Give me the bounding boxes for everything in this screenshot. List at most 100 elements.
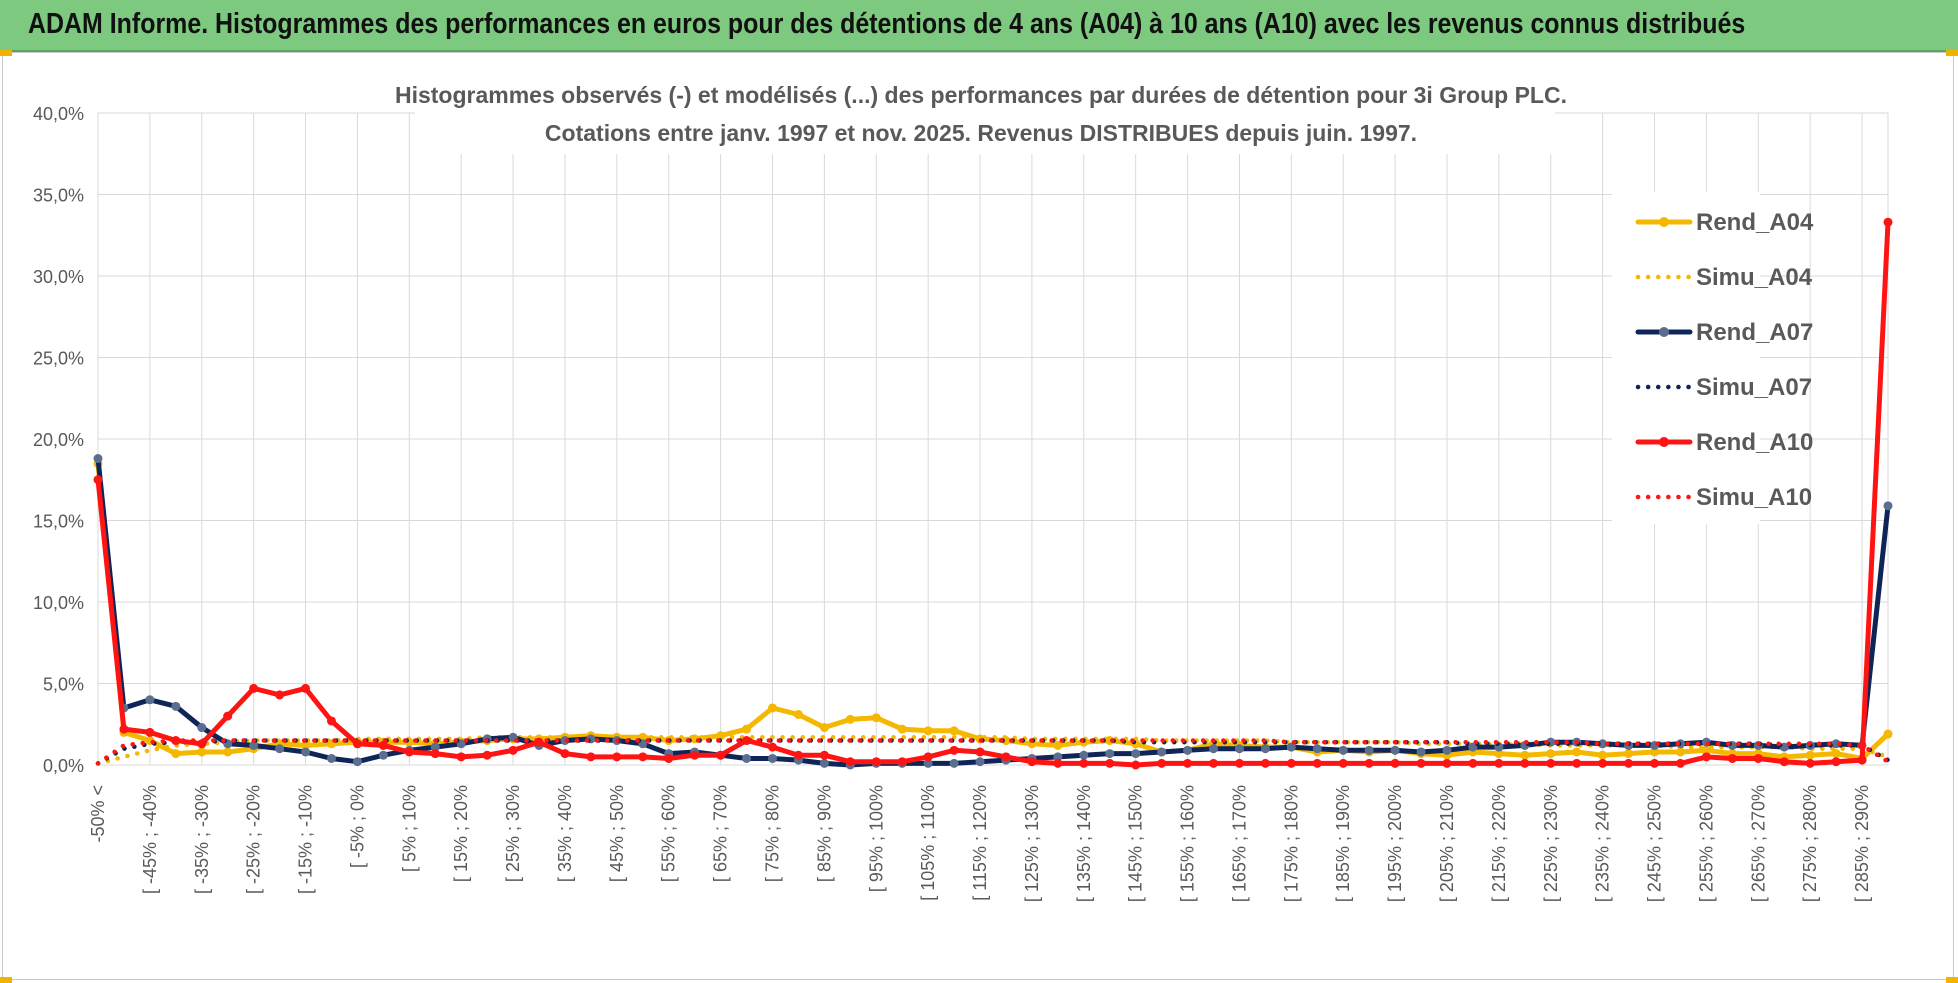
- data-point: [767, 703, 777, 713]
- data-point: [326, 753, 336, 763]
- data-point: [119, 724, 129, 734]
- data-point: [1675, 747, 1685, 757]
- data-point: [249, 740, 259, 750]
- data-point: [1727, 753, 1737, 763]
- data-point: [1572, 758, 1582, 768]
- data-point: [871, 757, 881, 767]
- y-tick-label: 35,0%: [33, 186, 84, 206]
- data-point: [1209, 744, 1219, 754]
- x-tick-label: [ 5% ; 10%: [399, 785, 419, 872]
- page-title: ADAM Informe. Histogrammes des performan…: [28, 8, 1746, 40]
- data-point: [1520, 750, 1530, 760]
- legend-marker: [1659, 217, 1669, 227]
- x-tick-label: [ 55% ; 60%: [659, 785, 679, 882]
- data-point: [1105, 749, 1115, 759]
- data-point: [1183, 758, 1193, 768]
- data-point: [1805, 758, 1815, 768]
- data-point: [1442, 745, 1452, 755]
- data-point: [1805, 750, 1815, 760]
- data-point: [819, 750, 829, 760]
- data-point: [560, 749, 570, 759]
- data-point: [1650, 747, 1660, 757]
- legend-label-Simu_A04: Simu_A04: [1696, 264, 1813, 291]
- data-point: [1546, 758, 1556, 768]
- data-point: [1079, 758, 1089, 768]
- data-point: [975, 757, 985, 767]
- data-point: [378, 740, 388, 750]
- data-point: [1338, 745, 1348, 755]
- data-point: [93, 475, 103, 485]
- x-tick-label: [ 245% ; 250%: [1645, 785, 1665, 902]
- x-tick-label: [ -35% ; -30%: [192, 785, 212, 894]
- data-point: [923, 758, 933, 768]
- data-point: [1053, 740, 1063, 750]
- data-point: [1312, 758, 1322, 768]
- series-line-Simu_A10: [95, 738, 1891, 766]
- x-tick-label: [ 145% ; 150%: [1126, 785, 1146, 902]
- corner-mark: [1946, 50, 1958, 56]
- data-point: [171, 749, 181, 759]
- x-tick-label: [ 45% ; 50%: [607, 785, 627, 882]
- x-tick-label: [ -5% ; 0%: [347, 785, 367, 868]
- data-point: [326, 716, 336, 726]
- x-tick-label: [ 235% ; 240%: [1593, 785, 1613, 902]
- data-point: [301, 747, 311, 757]
- x-tick-label: [ 185% ; 190%: [1333, 785, 1353, 902]
- data-point: [1416, 758, 1426, 768]
- x-tick-label: [ 215% ; 220%: [1489, 785, 1509, 902]
- header-banner: ADAM Informe. Histogrammes des performan…: [0, 0, 1958, 52]
- data-point: [1157, 758, 1167, 768]
- x-tick-label: [ 95% ; 100%: [866, 785, 886, 892]
- y-tick-label: 30,0%: [33, 267, 84, 287]
- data-point: [1572, 747, 1582, 757]
- series-line-Rend_A10: [95, 219, 1891, 768]
- data-point: [508, 745, 518, 755]
- x-axis: -50% < [ -45% ; -40% [ -35% ; -30% [ -25% ;…: [88, 785, 1872, 902]
- legend-label-Simu_A10: Simu_A10: [1696, 484, 1812, 511]
- x-tick-label: [ 115% ; 120%: [970, 785, 990, 901]
- x-tick-label: [ 255% ; 260%: [1696, 785, 1716, 902]
- x-tick-label: [ 75% ; 80%: [762, 785, 782, 882]
- data-point: [1883, 729, 1893, 739]
- legend: Rend_A04 Simu_A04 Rend_A07 Simu_A07 Rend_A10…: [1635, 209, 1814, 511]
- legend-label-Rend_A07: Rend_A07: [1696, 319, 1813, 346]
- x-tick-label: [ 155% ; 160%: [1178, 785, 1198, 902]
- data-point: [1598, 750, 1608, 760]
- data-point: [404, 747, 414, 757]
- chart-frame: [2, 52, 1954, 980]
- data-point: [1883, 501, 1893, 511]
- y-tick-label: 15,0%: [33, 512, 84, 532]
- data-point: [949, 726, 959, 736]
- data-point: [1494, 758, 1504, 768]
- data-point: [819, 758, 829, 768]
- data-point: [612, 752, 622, 762]
- data-point: [145, 695, 155, 705]
- x-tick-label: [ 165% ; 170%: [1229, 785, 1249, 902]
- legend-marker: [1659, 327, 1669, 337]
- y-tick-label: 20,0%: [33, 430, 84, 450]
- data-point: [638, 752, 648, 762]
- data-point: [1157, 747, 1167, 757]
- data-point: [1338, 758, 1348, 768]
- x-tick-label: [ 85% ; 90%: [814, 785, 834, 882]
- data-point: [275, 690, 285, 700]
- x-tick-label: [ 285% ; 290%: [1852, 785, 1872, 902]
- data-point: [1831, 749, 1841, 759]
- data-point: [1494, 749, 1504, 759]
- data-point: [1624, 758, 1634, 768]
- x-tick-label: [ -45% ; -40%: [140, 785, 160, 894]
- data-point: [1079, 750, 1089, 760]
- data-point: [793, 709, 803, 719]
- data-point: [1364, 758, 1374, 768]
- data-point: [456, 752, 466, 762]
- y-tick-label: 25,0%: [33, 349, 84, 369]
- x-tick-label: [ 135% ; 140%: [1074, 785, 1094, 902]
- legend-label-Simu_A07: Simu_A07: [1696, 374, 1812, 401]
- data-point: [1105, 758, 1115, 768]
- x-tick-label: [ 105% ; 110%: [918, 785, 938, 901]
- data-point: [871, 713, 881, 723]
- x-tick-label: [ -25% ; -20%: [244, 785, 264, 894]
- legend-label-Rend_A04: Rend_A04: [1696, 209, 1814, 236]
- data-point: [301, 683, 311, 693]
